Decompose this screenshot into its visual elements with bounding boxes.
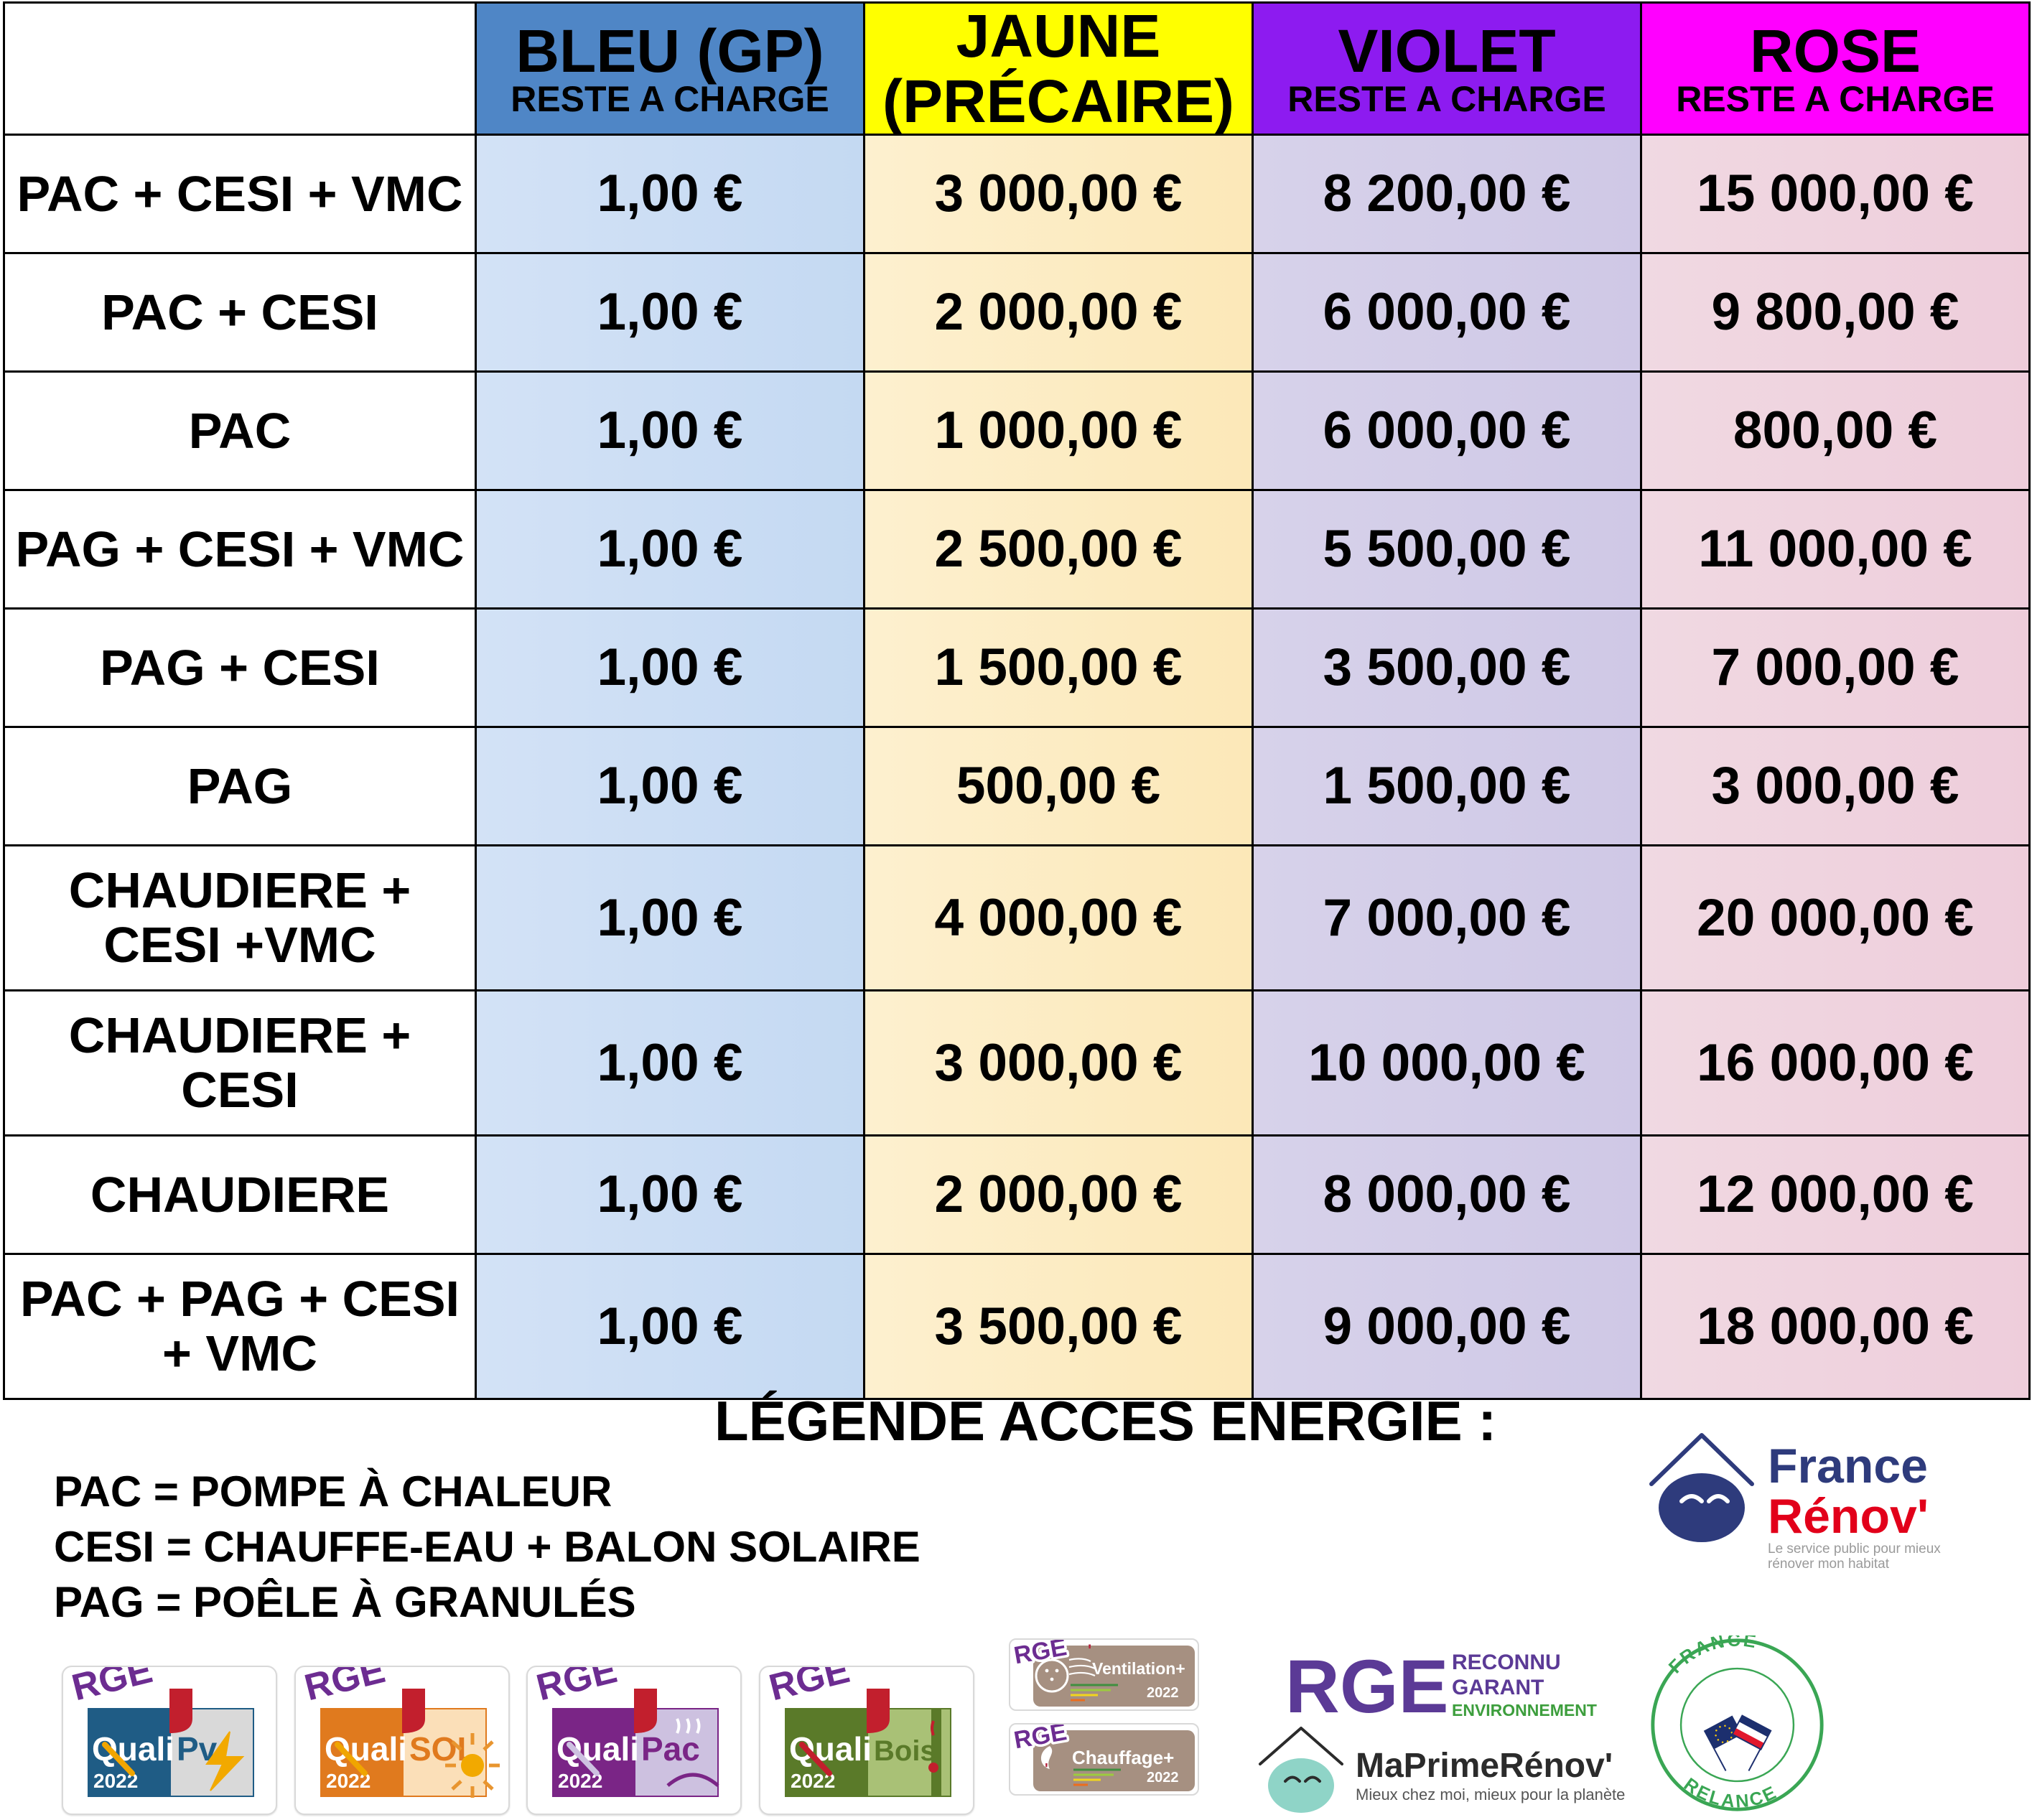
svg-text:FRANCE: FRANCE — [1665, 1635, 1759, 1677]
svg-text:RGE: RGE — [1285, 1645, 1449, 1729]
svg-text:RECONNU: RECONNU — [1452, 1651, 1561, 1674]
svg-text:Le service public pour mieux: Le service public pour mieux — [1768, 1541, 1941, 1557]
svg-text:Quali: Quali — [92, 1730, 174, 1768]
svg-text:MaPrimeRénov': MaPrimeRénov' — [1356, 1747, 1613, 1785]
svg-text:2022: 2022 — [1147, 1770, 1179, 1786]
svg-text:Chauffage+: Chauffage+ — [1072, 1747, 1174, 1768]
svg-text:Mieux chez moi, mieux pour la: Mieux chez moi, mieux pour la planète — [1356, 1786, 1625, 1803]
svg-text:Bois: Bois — [874, 1735, 936, 1767]
svg-text:rénover mon habitat: rénover mon habitat — [1768, 1557, 1890, 1569]
svg-text:Ventilation+: Ventilation+ — [1092, 1659, 1185, 1678]
svg-text:RELANCE: RELANCE — [1680, 1774, 1781, 1812]
svg-text:Quali: Quali — [789, 1730, 872, 1768]
svg-text:ENVIRONNEMENT: ENVIRONNEMENT — [1452, 1701, 1597, 1719]
svg-text:': ' — [1045, 1761, 1048, 1777]
svg-text:RGE: RGE — [301, 1667, 389, 1709]
svg-text:France: France — [1768, 1439, 1928, 1493]
svg-text:Pac: Pac — [641, 1730, 700, 1768]
svg-text:GARANT: GARANT — [1452, 1676, 1544, 1699]
svg-text:RGE: RGE — [765, 1667, 854, 1709]
svg-text:RGE: RGE — [68, 1667, 157, 1709]
svg-text:Quali: Quali — [556, 1730, 639, 1768]
svg-text:2022: 2022 — [1147, 1685, 1179, 1701]
svg-text:Quali: Quali — [325, 1730, 407, 1768]
svg-text:RGE: RGE — [533, 1667, 621, 1709]
svg-text:': ' — [1088, 1641, 1091, 1659]
svg-text:Rénov': Rénov' — [1768, 1489, 1929, 1544]
